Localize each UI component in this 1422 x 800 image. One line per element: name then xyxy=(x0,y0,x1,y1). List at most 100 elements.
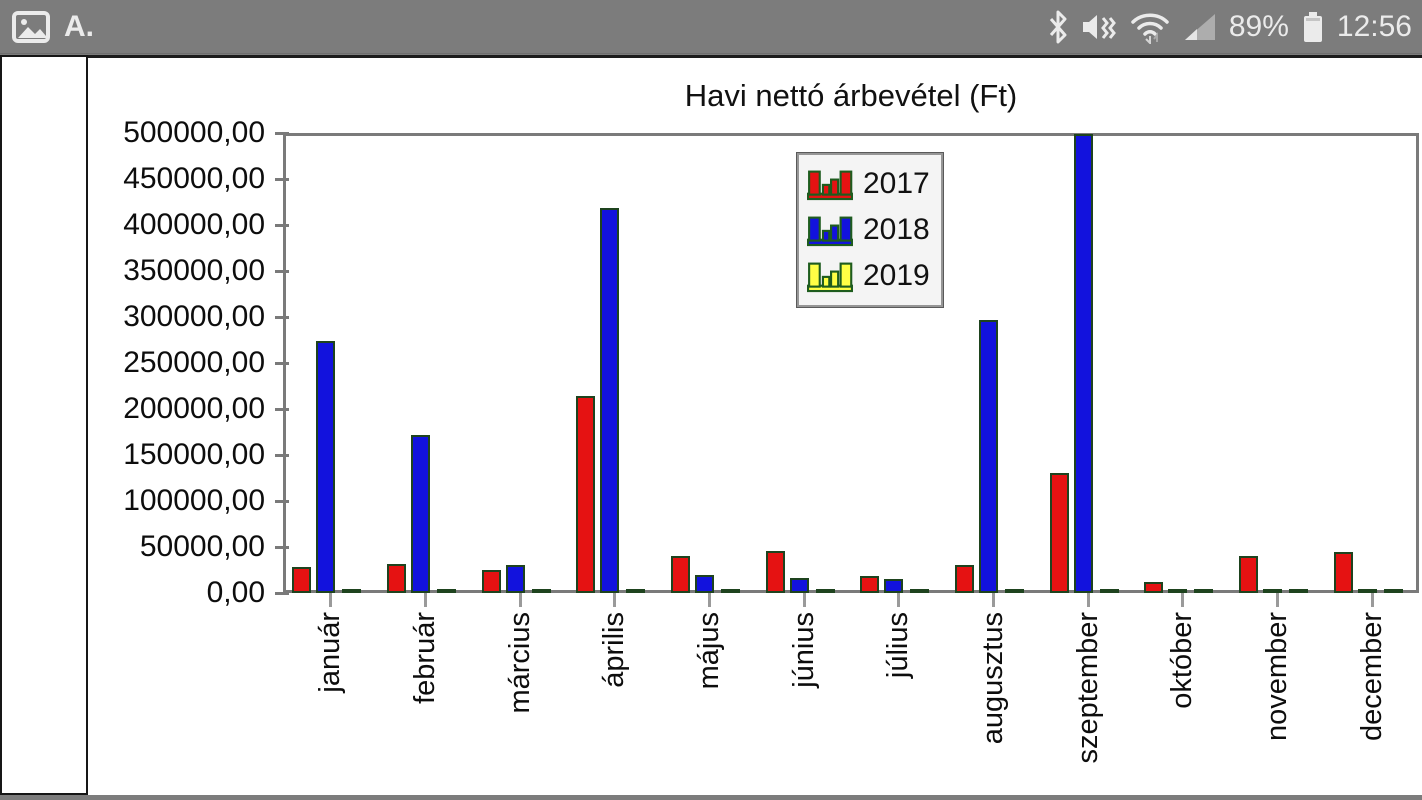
mute-icon xyxy=(1081,10,1117,44)
x-axis-label: március xyxy=(503,612,536,714)
bar-2018-május xyxy=(695,575,714,593)
bar-2018-április xyxy=(600,208,620,593)
bar-2018-október xyxy=(1168,589,1188,593)
bar-2018-január xyxy=(316,341,336,593)
clock: 12:56 xyxy=(1336,9,1412,43)
x-axis-label: december xyxy=(1355,612,1388,741)
x-axis-tick xyxy=(424,593,427,607)
legend: 2017 2018 2019 xyxy=(796,152,944,308)
legend-series-icon xyxy=(807,258,853,294)
y-axis-tick xyxy=(275,454,289,457)
y-axis-tick xyxy=(275,362,289,365)
y-axis-label: 500000,00 xyxy=(123,116,265,149)
bar-2019-július xyxy=(910,589,930,593)
bar-2017-október xyxy=(1144,582,1164,593)
bar-2018-november xyxy=(1263,589,1282,593)
y-axis-tick xyxy=(275,408,289,411)
y-axis-tick xyxy=(275,546,289,549)
x-axis-tick xyxy=(613,593,617,607)
y-axis-tick xyxy=(275,178,289,181)
side-panel xyxy=(0,55,88,795)
y-axis-label: 50000,00 xyxy=(139,530,265,563)
bar-2018-augusztus xyxy=(979,320,998,593)
wifi-icon xyxy=(1129,10,1171,44)
legend-series-label: 2017 xyxy=(863,167,930,200)
chart-title: Havi nettó árbevétel (Ft) xyxy=(684,78,1018,113)
bar-2018-június xyxy=(789,578,809,593)
bar-2019-február xyxy=(437,589,456,593)
legend-series-icon xyxy=(807,212,853,248)
bar-2017-július xyxy=(860,576,880,593)
bar-2019-október xyxy=(1194,589,1214,593)
legend-item-2018: 2018 xyxy=(807,212,933,248)
y-axis-label: 450000,00 xyxy=(123,162,265,195)
bar-2017-március xyxy=(481,570,501,593)
y-axis-tick xyxy=(275,500,289,503)
x-axis-label: április xyxy=(598,612,631,688)
status-bar[interactable]: A. xyxy=(0,0,1422,54)
bar-2017-november xyxy=(1239,556,1258,593)
bar-2017-december xyxy=(1333,552,1353,593)
bar-2019-május xyxy=(721,589,740,593)
y-axis-tick xyxy=(275,316,289,319)
bar-2019-június xyxy=(815,589,835,593)
x-axis-label: február xyxy=(409,612,441,704)
x-axis-tick xyxy=(1086,593,1090,607)
bar-2017-január xyxy=(292,567,312,593)
x-axis-tick xyxy=(897,593,901,607)
image-icon xyxy=(12,10,50,44)
y-axis-label: 200000,00 xyxy=(123,392,265,425)
bar-2018-július xyxy=(884,579,904,593)
x-axis-tick xyxy=(708,593,711,607)
x-axis-label: január xyxy=(314,612,347,693)
x-axis-tick xyxy=(802,593,806,607)
y-axis-label: 250000,00 xyxy=(123,346,265,379)
bar-2019-december xyxy=(1383,589,1403,593)
bar-2019-április xyxy=(626,589,646,593)
x-axis-label: november xyxy=(1261,612,1293,741)
bluetooth-icon xyxy=(1047,10,1069,44)
legend-item-2019: 2019 xyxy=(807,258,933,294)
x-axis-label: szeptember xyxy=(1071,612,1104,764)
font-icon: A. xyxy=(64,9,94,43)
y-axis-label: 300000,00 xyxy=(123,300,265,333)
bar-2017-június xyxy=(765,551,785,593)
bar-2019-január xyxy=(342,589,362,593)
y-axis-tick xyxy=(275,592,289,595)
bar-2019-augusztus xyxy=(1005,589,1024,593)
legend-item-2017: 2017 xyxy=(807,166,933,202)
battery-percent: 89% xyxy=(1228,9,1289,43)
y-axis-tick xyxy=(275,224,289,227)
y-axis-label: 150000,00 xyxy=(123,438,265,471)
bar-2018-szeptember xyxy=(1073,134,1093,593)
battery-icon xyxy=(1301,10,1325,44)
y-axis-label: 400000,00 xyxy=(123,208,265,241)
x-axis-tick xyxy=(1370,593,1374,607)
x-axis-label: május xyxy=(693,612,725,690)
bar-2018-március xyxy=(505,565,525,593)
y-axis-label: 100000,00 xyxy=(123,484,265,517)
bar-2017-február xyxy=(387,564,406,593)
bar-2017-augusztus xyxy=(955,565,974,593)
y-axis-tick xyxy=(275,270,289,273)
x-axis-label: október xyxy=(1166,612,1199,709)
bar-2019-szeptember xyxy=(1099,589,1119,593)
bar-2017-május xyxy=(671,556,690,593)
bar-2019-november xyxy=(1289,589,1308,593)
x-axis-tick xyxy=(1181,593,1185,607)
legend-series-label: 2019 xyxy=(863,259,930,292)
legend-series-icon xyxy=(807,166,853,202)
y-axis-label: 350000,00 xyxy=(123,254,265,287)
y-axis-label: 0,00 xyxy=(206,576,265,609)
cellular-icon xyxy=(1183,10,1217,44)
x-axis-label: július xyxy=(882,612,915,679)
x-axis-tick xyxy=(329,593,333,607)
x-axis-tick xyxy=(518,593,522,607)
legend-series-label: 2018 xyxy=(863,213,930,246)
x-axis-label: június xyxy=(787,612,820,688)
bar-2018-december xyxy=(1357,589,1377,593)
bar-2017-április xyxy=(576,396,596,593)
bar-2017-szeptember xyxy=(1049,473,1069,593)
x-axis-tick xyxy=(992,593,995,607)
